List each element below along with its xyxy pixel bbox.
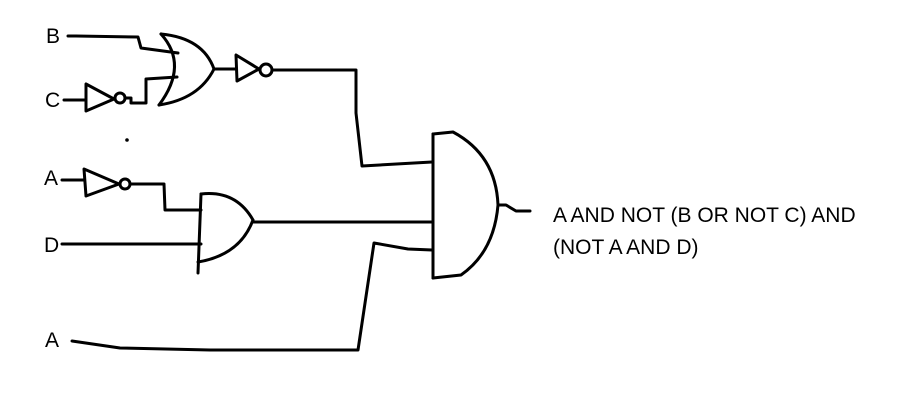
- not-gate-a: [82, 167, 132, 198]
- wire-output: [496, 203, 532, 213]
- input-label-b: B: [46, 25, 61, 48]
- wire-not-a: [128, 182, 203, 212]
- wire-a-bottom: [70, 241, 434, 352]
- not-gate-or: [234, 53, 274, 83]
- output-expression: A AND NOT (B OR NOT C) AND (NOT A AND D): [553, 200, 856, 264]
- wire-nor-to-and: [270, 68, 434, 168]
- not-gate-c: [84, 82, 127, 113]
- input-label-a-bottom: A: [45, 329, 60, 352]
- and-gate-big: [431, 130, 500, 280]
- input-label-d: D: [44, 234, 60, 257]
- output-line-1: A AND NOT (B OR NOT C) AND: [553, 204, 856, 227]
- or-gate: [157, 32, 216, 107]
- output-line-2: (NOT A AND D): [553, 236, 699, 259]
- wire-b: [74, 34, 180, 55]
- input-label-c: C: [45, 89, 61, 112]
- input-label-a-top: A: [44, 167, 59, 190]
- and-gate-small: [196, 192, 255, 275]
- stray-dot: [125, 138, 129, 142]
- wire-not-c: [123, 75, 179, 105]
